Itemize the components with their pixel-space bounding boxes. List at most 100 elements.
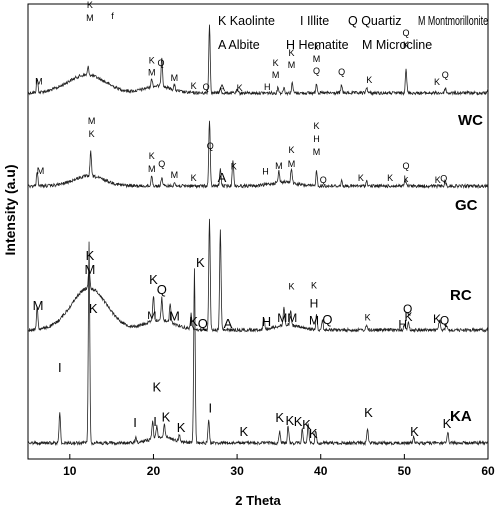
peak-label: K (149, 272, 158, 287)
peak-label: M (313, 147, 321, 157)
peak-label: K (404, 310, 412, 324)
peak-label: H (398, 318, 407, 332)
x-tick-label: 40 (314, 464, 328, 478)
peak-label: M (84, 262, 95, 277)
peak-label: Q (402, 161, 409, 171)
peak-label: K (433, 312, 441, 326)
legend-entry: H Hematite (286, 38, 349, 52)
peak-label: M (288, 159, 296, 169)
peak-label: Q (440, 174, 447, 184)
peak-label: I (153, 414, 157, 429)
peak-label: Q (338, 67, 345, 77)
legend-entry: Q Quartiz (348, 14, 402, 28)
peak-label: Q (158, 159, 165, 169)
peak-label: K (162, 410, 171, 425)
peak-label: M (169, 309, 180, 324)
peak-label: K (285, 413, 294, 428)
peak-label: K (387, 173, 393, 183)
peak-label: Q (322, 312, 332, 327)
series-label: WC (458, 112, 483, 129)
peak-label: M (86, 13, 94, 23)
peak-label: K (435, 175, 441, 185)
peak-label: M (148, 68, 156, 78)
peak-label: A (224, 316, 233, 331)
peak-label: K (89, 129, 95, 139)
peak-label: M (275, 161, 283, 171)
peak-label: K (403, 40, 409, 50)
peak-label: Q (203, 82, 210, 92)
peak-label: M (33, 298, 44, 313)
x-tick-label: 50 (398, 464, 412, 478)
peak-label: K (410, 424, 419, 439)
peak-label: Q (440, 314, 449, 328)
x-tick-label: 30 (230, 464, 244, 478)
peak-label: K (302, 417, 311, 432)
peak-label: M (171, 73, 179, 83)
peak-label: M (88, 116, 96, 126)
peak-label: K (434, 77, 440, 87)
legend-entry: A Albite (218, 38, 260, 52)
x-axis-label: 2 Theta (235, 493, 281, 508)
xrd-curve-wc (27, 24, 489, 97)
peak-label: I (58, 360, 62, 375)
peak-label: K (309, 426, 318, 441)
peak-label: K (364, 405, 373, 420)
peak-label: Q (157, 282, 167, 297)
peak-label: K (366, 75, 372, 85)
peak-label: K (149, 151, 155, 161)
peak-label: I (133, 415, 137, 430)
peak-label: K (311, 281, 317, 291)
y-axis-label: Intensity (a.u) (2, 164, 18, 255)
series-label: RC (450, 287, 472, 304)
peak-label: K (149, 56, 155, 66)
legend: K Kaolinte I Illite Q Quartiz M Montmori… (218, 14, 488, 52)
series-label: GC (455, 197, 478, 214)
series-label: KA (450, 408, 472, 425)
peak-label: Q (313, 66, 320, 76)
peak-label: K (191, 173, 197, 183)
peak-label: M (35, 76, 43, 86)
peak-label: K (177, 420, 186, 435)
peak-label: K (191, 81, 197, 91)
peak-label: A (218, 170, 227, 185)
legend-entry: K Kaolinte (218, 14, 275, 28)
peak-label: Q (157, 58, 164, 68)
peak-label: K (273, 58, 279, 68)
peak-label: K (86, 248, 95, 263)
series-labels: WC GC RC KA (450, 112, 483, 425)
peak-label: Q (403, 302, 412, 316)
peak-label: K (365, 313, 371, 323)
x-tick-label: 20 (147, 464, 161, 478)
peak-label: M (288, 60, 296, 70)
legend-entry: M Microcline (362, 38, 432, 52)
peak-label: M (309, 314, 319, 328)
peak-label: A (219, 83, 225, 93)
peak-label: Q (320, 175, 327, 185)
x-tick-label: 60 (481, 464, 495, 478)
peak-label: K (288, 48, 294, 58)
peak-label: K (189, 314, 198, 329)
peak-label: I (208, 401, 212, 416)
peak-label: K (358, 173, 364, 183)
peak-label: K (89, 301, 98, 316)
peak-label: Q (402, 28, 409, 38)
peak-label: K (275, 410, 284, 425)
peak-label: K (294, 414, 303, 429)
peak-label: K (239, 424, 248, 439)
peak-label: K (196, 255, 205, 270)
peak-label: f (111, 11, 114, 21)
peak-label: M (37, 166, 45, 176)
peak-label: K (313, 121, 319, 131)
peak-label: K (231, 162, 237, 172)
peak-label: Q (207, 141, 214, 151)
plot-frame (27, 3, 489, 460)
peak-label: H (313, 134, 320, 144)
peak-label: MM (277, 311, 297, 325)
peak-label: H (262, 314, 271, 329)
x-tick-label: 10 (63, 464, 77, 478)
peak-label: M (148, 164, 156, 174)
peak-label: K (288, 281, 294, 291)
peak-label: H (264, 82, 271, 92)
